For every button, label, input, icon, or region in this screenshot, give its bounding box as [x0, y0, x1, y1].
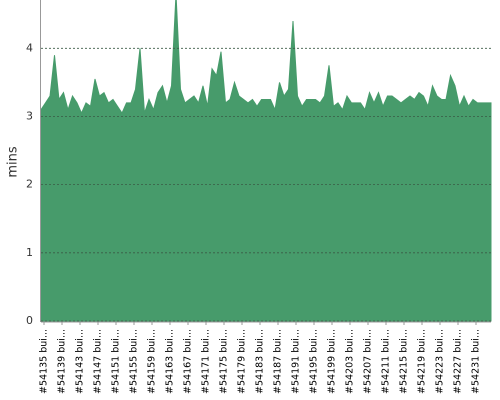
y-tick-label: 2: [26, 178, 33, 191]
y-tick-label: 3: [26, 109, 33, 122]
x-tick-label: #54151 bui...: [111, 329, 122, 394]
x-tick-label: #54167 bui...: [183, 329, 194, 394]
x-tick-label: #54163 bui...: [165, 329, 176, 394]
x-tick-label: #54147 bui...: [93, 329, 104, 394]
x-tick-label: #54227 bui...: [453, 329, 464, 394]
x-tick-label: #54231 bui...: [471, 329, 482, 394]
x-tick-label: #54215 bui...: [399, 329, 410, 394]
x-tick-label: #54203 bui...: [345, 329, 356, 394]
x-tick-label: #54179 bui...: [237, 329, 248, 394]
x-tick-label: #54143 bui...: [75, 329, 86, 394]
x-tick-label: #54195 bui...: [309, 329, 320, 394]
y-tick-label: 1: [26, 246, 33, 259]
x-tick-label: #54175 bui...: [219, 329, 230, 394]
x-tick-label: #54171 bui...: [201, 329, 212, 394]
area: [41, 0, 492, 322]
x-tick-label: #54207 bui...: [363, 329, 374, 394]
x-tick-label: #54155 bui...: [129, 329, 140, 394]
y-axis-label: mins: [6, 146, 21, 178]
x-tick-label: #54199 bui...: [327, 329, 338, 394]
x-tick-label: #54223 bui...: [435, 329, 446, 394]
x-tick-label: #54211 bui...: [381, 329, 392, 394]
x-tick-label: #54219 bui...: [417, 329, 428, 394]
y-tick-label: 4: [26, 41, 33, 54]
x-tick-label: #54135 bui...: [39, 329, 50, 394]
y-tick-label: 0: [26, 314, 33, 327]
x-tick-label: #54191 bui...: [291, 329, 302, 394]
x-tick-label: #54183 bui...: [255, 329, 266, 394]
x-tick-label: #54139 bui...: [57, 329, 68, 394]
x-tick-label: #54159 bui...: [147, 329, 158, 394]
x-tick-label: #54187 bui...: [273, 329, 284, 394]
